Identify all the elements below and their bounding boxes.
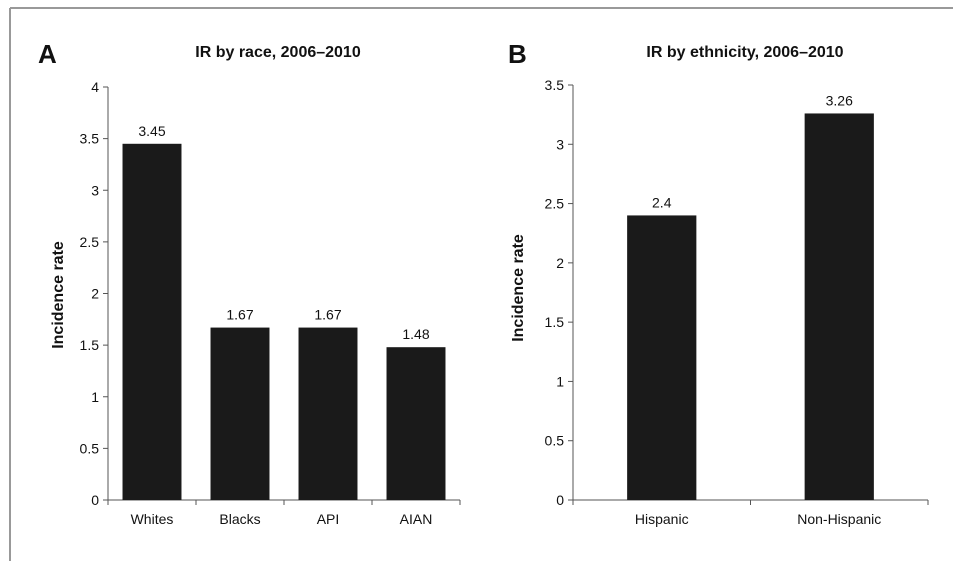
- panel-b-bar-value-label: 3.26: [826, 92, 853, 108]
- panel-a-y-tick-label: 1.5: [80, 337, 100, 353]
- panel-a-category-label: Whites: [131, 511, 174, 527]
- panel-a-y-tick-label: 2.5: [80, 234, 100, 250]
- panel-a-y-tick-label: 0: [91, 492, 99, 508]
- panel-b-y-tick-label: 3.5: [545, 77, 565, 93]
- panel-b-bar: [804, 113, 874, 500]
- panel-b-letter: B: [508, 39, 527, 69]
- panel-a-bar-value-label: 1.48: [402, 326, 429, 342]
- panel-b-y-tick-label: 2: [556, 255, 564, 271]
- panel-b-y-axis-label: Incidence rate: [510, 234, 527, 342]
- panel-b-bar-value-label: 2.4: [652, 194, 672, 210]
- panel-a-bars: 3.45 Whites 1.67 Blacks 1.67 API 1.48 AIAN: [122, 123, 446, 527]
- panel-a-bar: [122, 143, 182, 500]
- panel-a-bar-value-label: 1.67: [226, 307, 253, 323]
- panel-a-bar: [210, 327, 270, 500]
- panel-a-category-label: Blacks: [219, 511, 260, 527]
- panel-b-category-label: Hispanic: [635, 511, 689, 527]
- panel-a-bar-value-label: 1.67: [314, 307, 341, 323]
- panel-b-category-label: Non-Hispanic: [797, 511, 881, 527]
- panel-b-y-tick-label: 1.5: [545, 314, 565, 330]
- panel-b: B IR by ethnicity, 2006–2010 Incidence r…: [508, 39, 929, 527]
- panel-a-bar: [298, 327, 358, 500]
- panel-b-y-tick-label: 0: [556, 492, 564, 508]
- panel-b-y-tick-label: 1: [556, 373, 564, 389]
- panel-a-y-tick-label: 2: [91, 286, 99, 302]
- panel-b-y-tick-label: 3: [556, 136, 564, 152]
- panel-a-title: IR by race, 2006–2010: [195, 44, 361, 61]
- panel-a-y-tick-label: 4: [91, 79, 99, 95]
- panel-a-y-axis-label: Incidence rate: [50, 241, 67, 349]
- panel-a-category-label: AIAN: [400, 511, 433, 527]
- panel-a-y-tick-label: 1: [91, 389, 99, 405]
- panel-a-category-label: API: [317, 511, 340, 527]
- panel-a: A IR by race, 2006–2010 Incidence rate 0…: [38, 39, 461, 527]
- panel-b-y-tick-label: 2.5: [545, 196, 565, 212]
- panel-a-y-tick-label: 3: [91, 182, 99, 198]
- panel-a-letter: A: [38, 39, 57, 69]
- panel-a-bar-value-label: 3.45: [138, 123, 165, 139]
- panel-b-y-tick-label: 0.5: [545, 433, 565, 449]
- panel-b-title: IR by ethnicity, 2006–2010: [646, 44, 843, 61]
- panel-b-bars: 2.4 Hispanic 3.26 Non-Hispanic: [627, 92, 881, 527]
- panel-a-bar: [386, 347, 446, 500]
- panel-a-y-tick-label: 3.5: [80, 131, 100, 147]
- panel-b-bar: [627, 215, 697, 500]
- panel-a-y-tick-label: 0.5: [80, 440, 100, 456]
